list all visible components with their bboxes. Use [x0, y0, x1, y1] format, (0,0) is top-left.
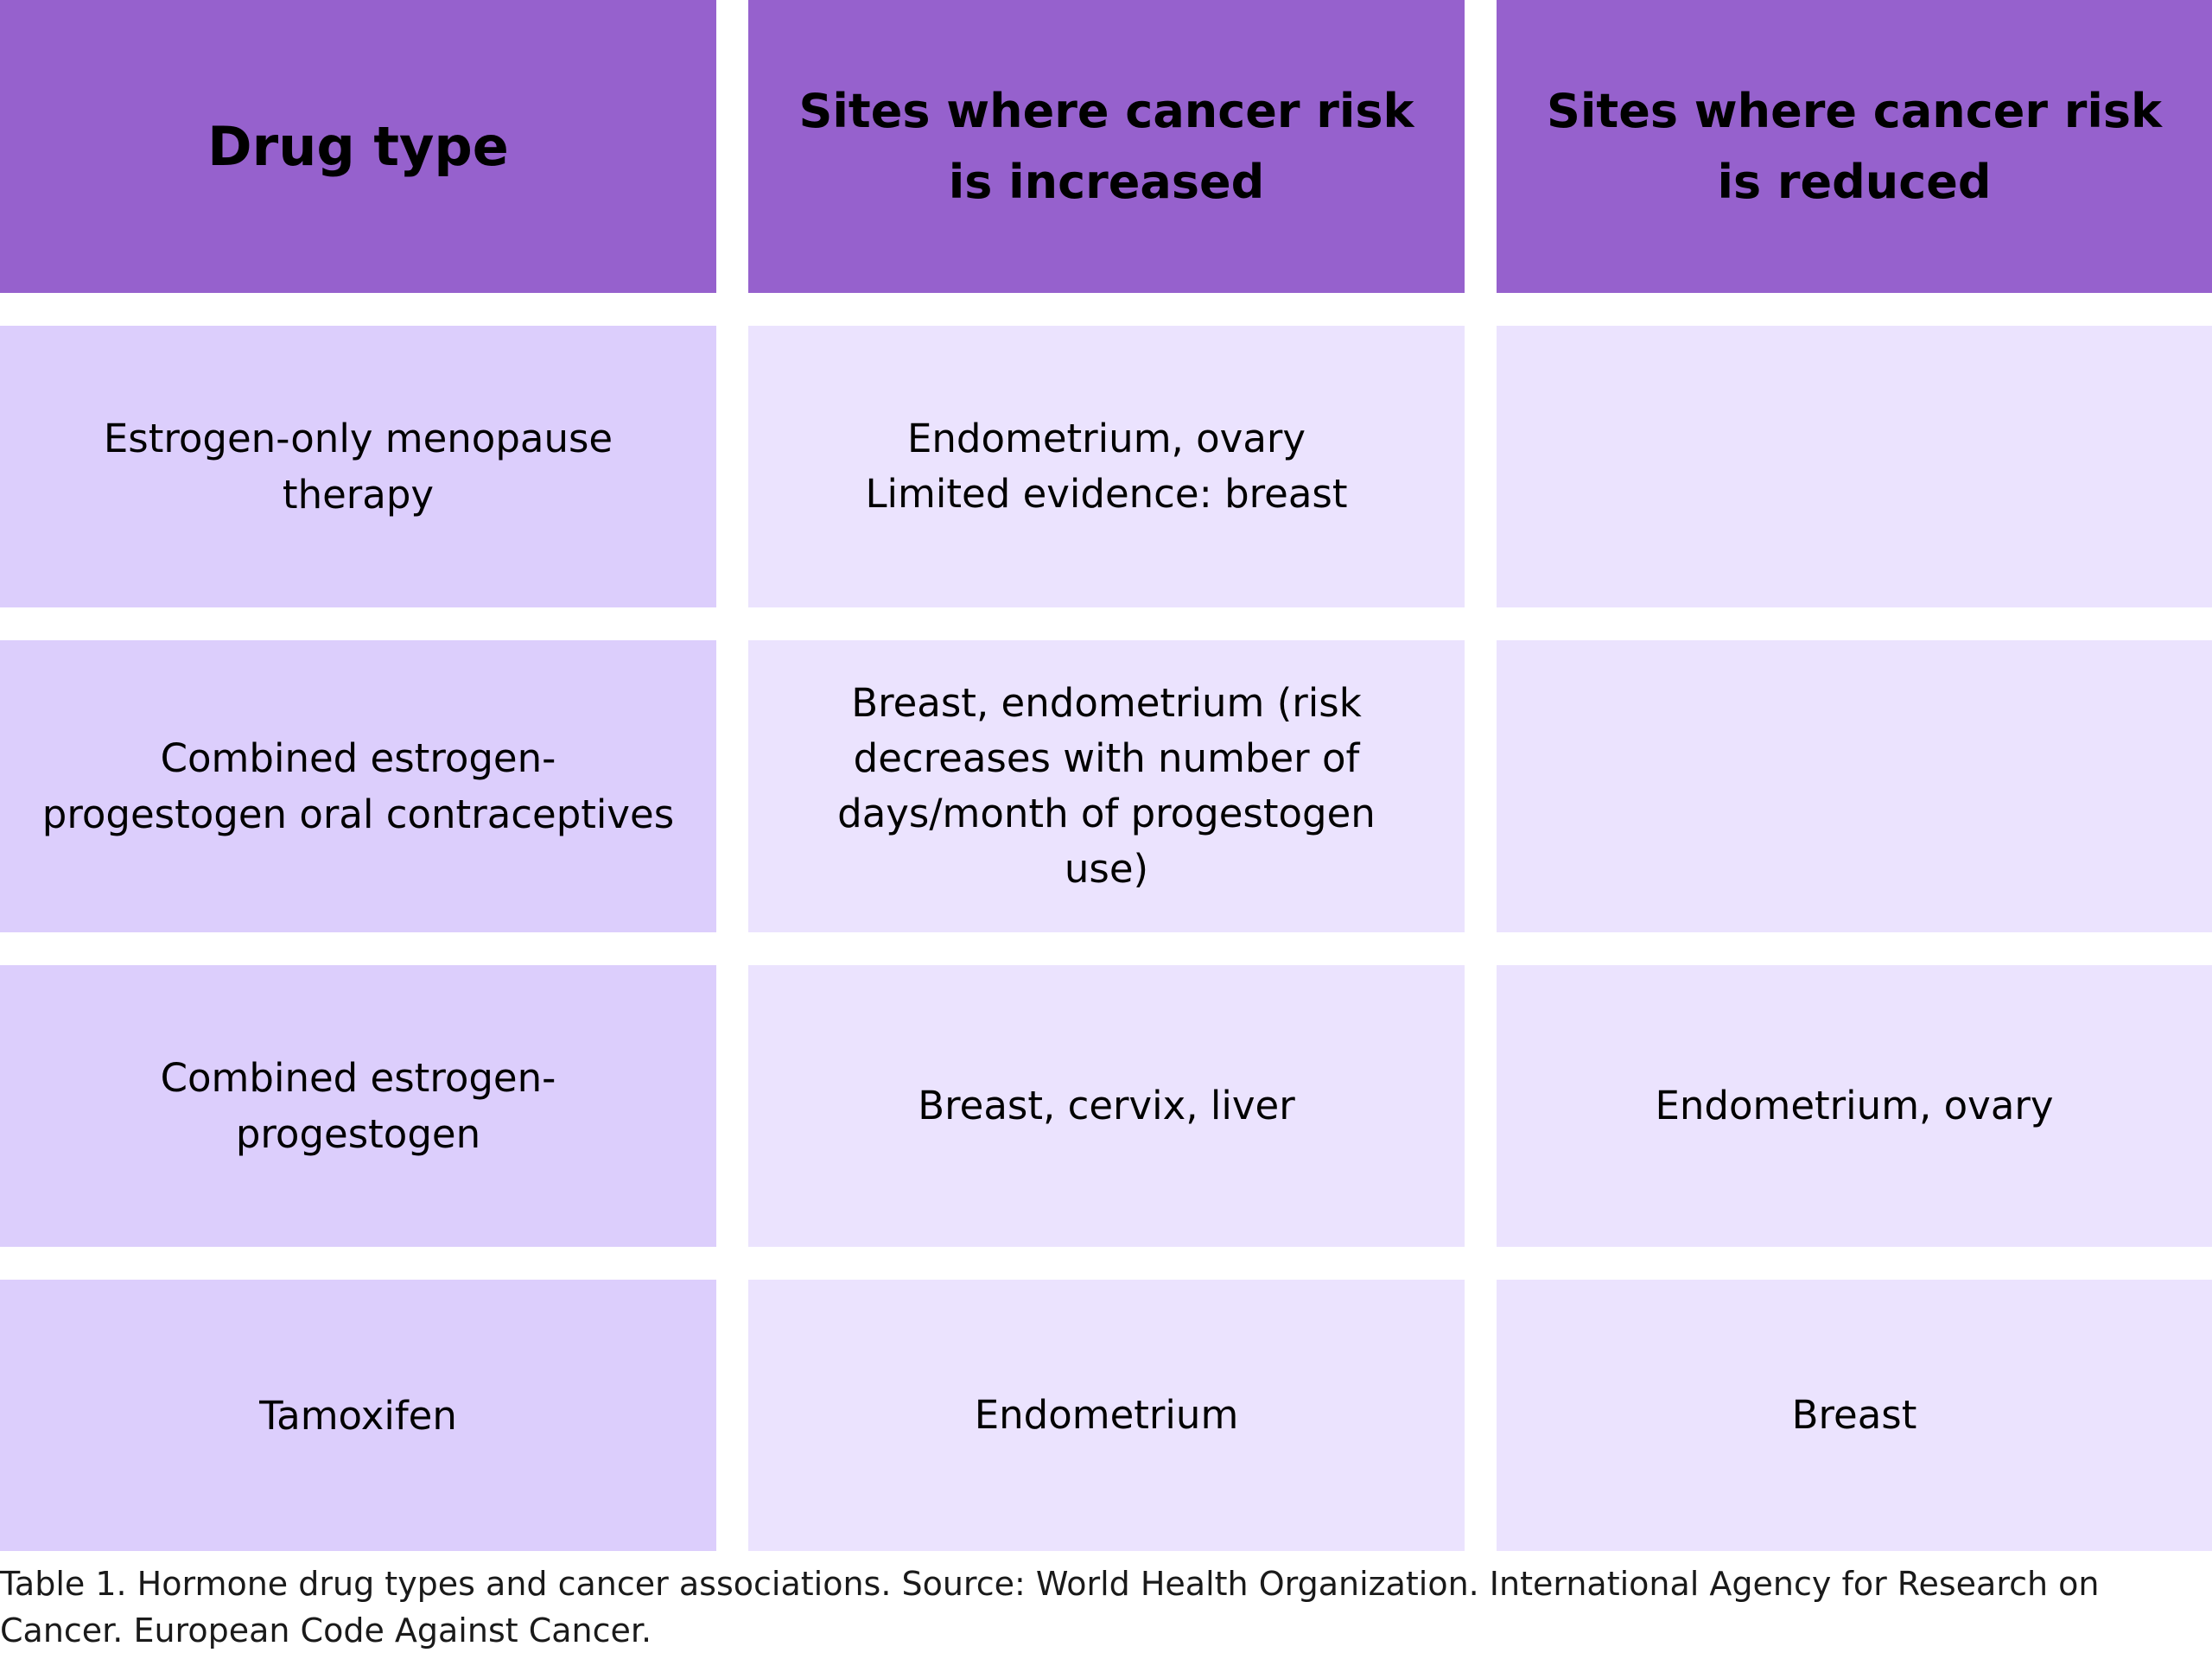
row-1-drug-type: Estrogen-only menopause therapy	[0, 326, 716, 607]
header-risk-reduced: Sites where cancer risk is reduced	[1497, 0, 2212, 293]
cell-text: Tamoxifen	[259, 1392, 457, 1439]
row-1-risk-reduced	[1497, 326, 2212, 607]
cell-text: Breast, cervix, liver	[918, 1083, 1295, 1128]
header-risk-increased-label: Sites where cancer risk is increased	[798, 83, 1414, 209]
header-risk-increased: Sites where cancer risk is increased	[748, 0, 1465, 293]
row-2-risk-increased: Breast, endometrium (risk decreases with…	[748, 640, 1465, 932]
row-3-risk-increased: Breast, cervix, liver	[748, 965, 1465, 1247]
row-4-risk-reduced: Breast	[1497, 1280, 2212, 1551]
row-4-risk-increased: Endometrium	[748, 1280, 1465, 1551]
cell-text: Combined estrogen- progestogen	[160, 1055, 556, 1157]
row-2-risk-reduced	[1497, 640, 2212, 932]
row-3-risk-reduced: Endometrium, ovary	[1497, 965, 2212, 1247]
row-2-drug-type: Combined estrogen- progestogen oral cont…	[0, 640, 716, 932]
header-drug-type: Drug type	[0, 0, 716, 293]
cell-text: Endometrium	[974, 1392, 1239, 1438]
row-1-risk-increased: Endometrium, ovary Limited evidence: bre…	[748, 326, 1465, 607]
cell-text: Breast, endometrium (risk decreases with…	[837, 680, 1376, 892]
cell-text: Endometrium, ovary	[1655, 1083, 2054, 1128]
cell-text: Combined estrogen- progestogen oral cont…	[41, 735, 675, 837]
header-risk-reduced-label: Sites where cancer risk is reduced	[1547, 83, 2162, 209]
hormone-cancer-table: Drug type Sites where cancer risk is inc…	[0, 0, 2212, 1551]
table-caption: Table 1. Hormone drug types and cancer a…	[0, 1565, 2100, 1649]
cell-text: Endometrium, ovary Limited evidence: bre…	[865, 416, 1348, 517]
cell-text: Breast	[1791, 1392, 1917, 1438]
row-4-drug-type: Tamoxifen	[0, 1280, 716, 1551]
row-3-drug-type: Combined estrogen- progestogen	[0, 965, 716, 1247]
cell-text: Estrogen-only menopause therapy	[103, 416, 613, 518]
header-drug-type-label: Drug type	[207, 114, 509, 178]
